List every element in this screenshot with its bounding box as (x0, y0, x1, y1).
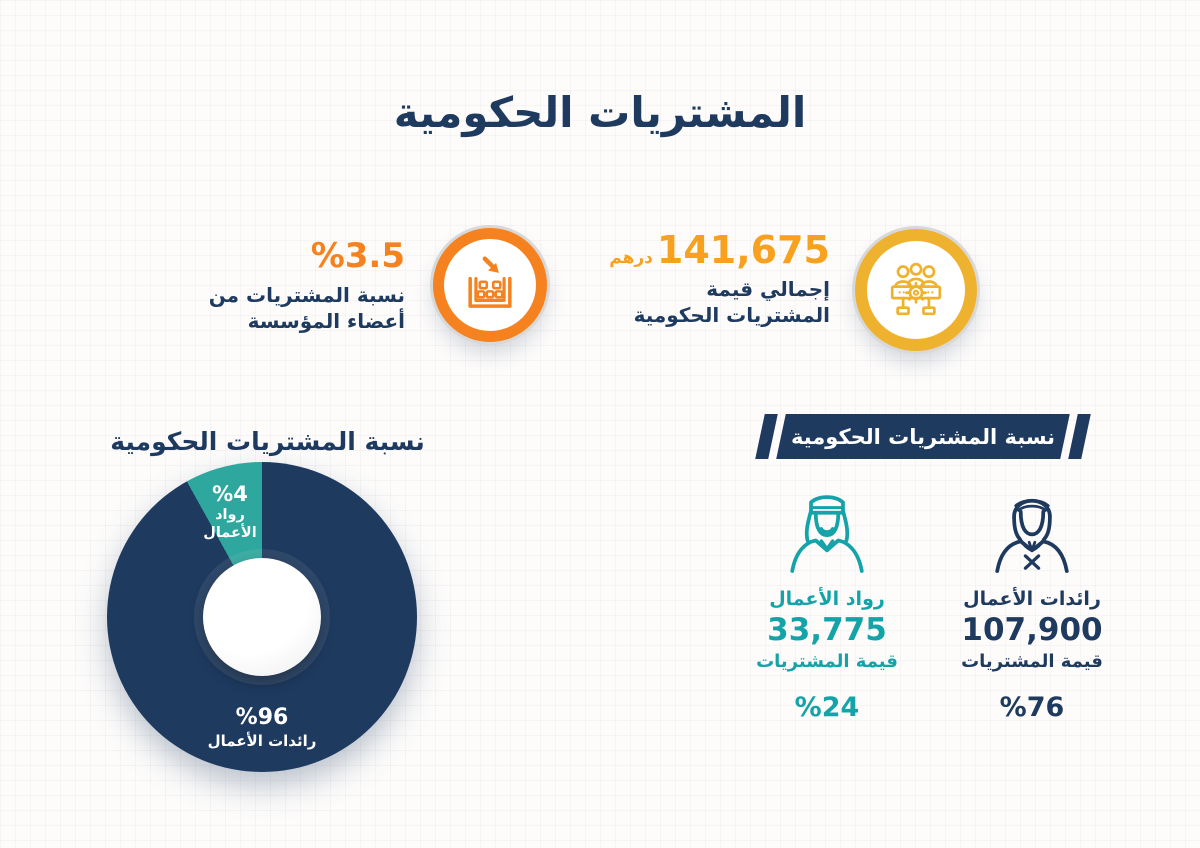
group-caption-women: قيمة المشتريات (961, 651, 1103, 672)
emirati-woman-icon (995, 498, 1069, 573)
donut-hole (203, 558, 321, 676)
breakdown-group-men: رواد الأعمال 33,775 قيمة المشتريات %24 (737, 482, 917, 723)
emirati-man-icon (790, 495, 864, 573)
procurement-box-icon (468, 256, 512, 308)
breakdown-group-women: رائدات الأعمال 107,900 قيمة المشتريات %7… (942, 482, 1122, 723)
donut-label-women: %96 رائدات الأعمال (107, 705, 417, 751)
member-share-value: %3.5 (310, 236, 405, 276)
member-share-label: نسبة المشتريات من أعضاء المؤسسة (209, 282, 405, 335)
group-value-women: 107,900 (961, 612, 1103, 648)
donut-men-name-line2: الأعمال (203, 525, 257, 542)
group-value-men: 33,775 (767, 612, 887, 648)
total-value-label: إجمالي قيمة المشتريات الحكومية (609, 276, 830, 329)
member-share-stat: %3.5 نسبة المشتريات من أعضاء المؤسسة (209, 236, 405, 335)
committee-icon (890, 262, 942, 316)
group-label-men: رواد الأعمال (769, 588, 885, 610)
member-share-label-line2: أعضاء المؤسسة (247, 309, 405, 334)
total-value-label-line2: المشتريات الحكومية (633, 303, 830, 328)
total-value-label-line1: إجمالي قيمة (706, 277, 830, 301)
donut-label-men: %4 رواد الأعمال (170, 482, 290, 542)
procurement-badge (433, 228, 547, 342)
group-label-women: رائدات الأعمال (963, 588, 1101, 610)
donut-men-name-line1: رواد (215, 507, 245, 523)
donut-women-percent: %96 (235, 705, 289, 730)
dirham-unit: درهم (609, 248, 653, 268)
page-title: المشتريات الحكومية (393, 88, 807, 138)
group-percent-women: %76 (999, 692, 1065, 723)
breakdown-banner: نسبة المشتريات الحكومية (753, 414, 1093, 459)
total-value-row: 141,675 درهم (609, 231, 830, 269)
total-value-stat: 141,675 درهم إجمالي قيمة المشتريات الحكو… (609, 231, 830, 329)
donut-title: نسبة المشتريات الحكومية (110, 426, 425, 456)
total-value-number: 141,675 (656, 228, 830, 272)
donut-chart: %4 رواد الأعمال %96 رائدات الأعمال (107, 462, 417, 772)
group-percent-men: %24 (794, 692, 860, 723)
member-share-label-line1: نسبة المشتريات من (208, 282, 405, 307)
committee-badge (855, 229, 977, 351)
group-caption-men: قيمة المشتريات (756, 651, 898, 672)
donut-men-percent: %4 (212, 482, 248, 506)
banner-title: نسبة المشتريات الحكومية (790, 424, 1056, 449)
donut-women-name: رائدات الأعمال (207, 732, 317, 750)
